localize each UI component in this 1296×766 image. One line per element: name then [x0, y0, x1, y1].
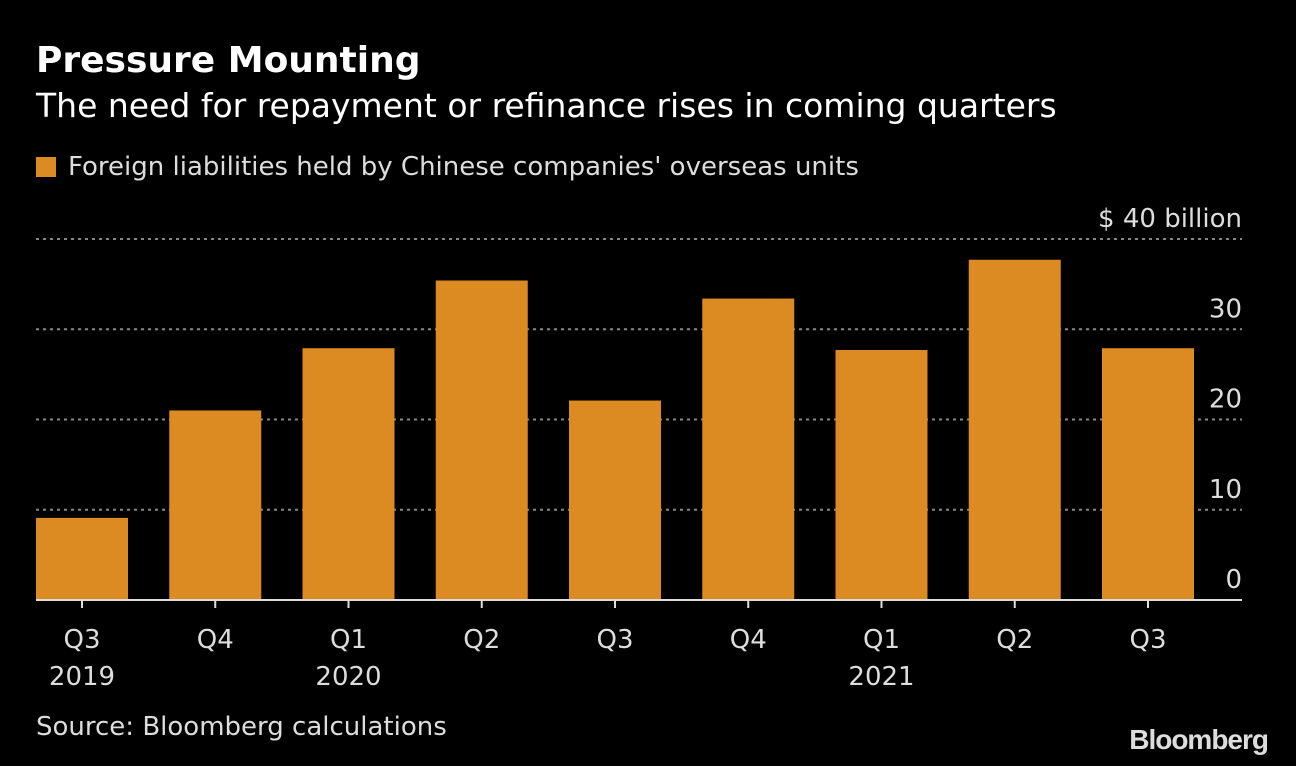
x-tick-label: Q2 — [996, 625, 1033, 655]
chart-title: Pressure Mounting — [36, 40, 421, 81]
y-tick-label: 30 — [1209, 294, 1242, 324]
bar — [302, 348, 395, 600]
x-tick-label: Q1 — [330, 625, 367, 655]
bar — [36, 517, 128, 600]
x-tick-label: Q2 — [463, 625, 500, 655]
x-tick-year-label: 2021 — [848, 662, 914, 692]
y-tick-label: 0 — [1225, 565, 1242, 595]
x-tick-label: Q1 — [863, 625, 900, 655]
bloomberg-logo: Bloomberg — [1129, 724, 1269, 755]
y-tick-label: 20 — [1209, 385, 1242, 415]
source-note: Source: Bloomberg calculations — [36, 712, 447, 742]
x-tick-label: Q3 — [63, 625, 100, 655]
x-tick-label: Q4 — [197, 625, 234, 655]
y-tick-label: $ 40 billion — [1098, 204, 1242, 234]
bar — [569, 400, 661, 600]
chart-subtitle: The need for repayment or refinance rise… — [36, 86, 1057, 125]
x-tick-label: Q3 — [1129, 625, 1166, 655]
legend-label: Foreign liabilities held by Chinese comp… — [68, 152, 859, 182]
x-tick-year-label: 2019 — [49, 662, 115, 692]
bar — [1102, 348, 1194, 600]
x-tick-year-label: 2020 — [315, 662, 381, 692]
x-tick-label: Q4 — [730, 625, 767, 655]
bar — [968, 259, 1061, 600]
x-tick-label: Q3 — [596, 625, 633, 655]
legend-swatch — [36, 157, 56, 177]
y-tick-label: 10 — [1209, 475, 1242, 505]
legend: Foreign liabilities held by Chinese comp… — [36, 152, 859, 182]
bar — [702, 298, 795, 600]
bar — [435, 280, 528, 600]
bar — [835, 350, 928, 600]
bar — [169, 410, 262, 600]
